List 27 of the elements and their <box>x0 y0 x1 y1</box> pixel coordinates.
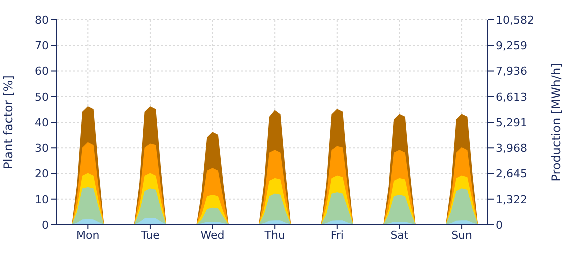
y-tick-label: 0 <box>42 218 49 232</box>
y2-tick-label: 5,291 <box>496 116 528 130</box>
x-tick-label: Fri <box>330 228 344 242</box>
y-tick-label: 80 <box>35 14 49 27</box>
y2-tick-label: 0 <box>496 218 503 232</box>
y-tick-label: 10 <box>35 193 49 206</box>
y-tick-label: 30 <box>35 142 49 156</box>
y2-tick-label: 3,968 <box>496 142 528 156</box>
y-tick-label: 70 <box>35 40 49 53</box>
y-tick-label: 50 <box>35 90 49 104</box>
y2-tick-label: 2,645 <box>496 168 528 181</box>
x-tick-label: Tue <box>140 228 160 242</box>
y2-tick-label: 7,936 <box>496 65 528 78</box>
x-tick-label: Sat <box>390 228 410 242</box>
y2-tick-label: 6,613 <box>496 90 528 104</box>
y2-tick-label: 9,259 <box>496 40 528 53</box>
y-axis-title: Plant factor [%] <box>1 76 16 170</box>
x-tick-label: Sun <box>452 228 473 242</box>
x-tick-label: Mon <box>76 228 100 242</box>
y-tick-label: 60 <box>35 65 49 78</box>
y-tick-label: 40 <box>35 116 49 130</box>
y-tick-label: 20 <box>35 168 49 181</box>
y2-axis-title: Production [MWh/h] <box>549 63 564 182</box>
x-tick-label: Thu <box>264 228 286 242</box>
x-tick-label: Wed <box>200 228 225 242</box>
y2-tick-label: 1,322 <box>496 193 528 206</box>
y2-tick-label: 10,582 <box>496 14 534 27</box>
